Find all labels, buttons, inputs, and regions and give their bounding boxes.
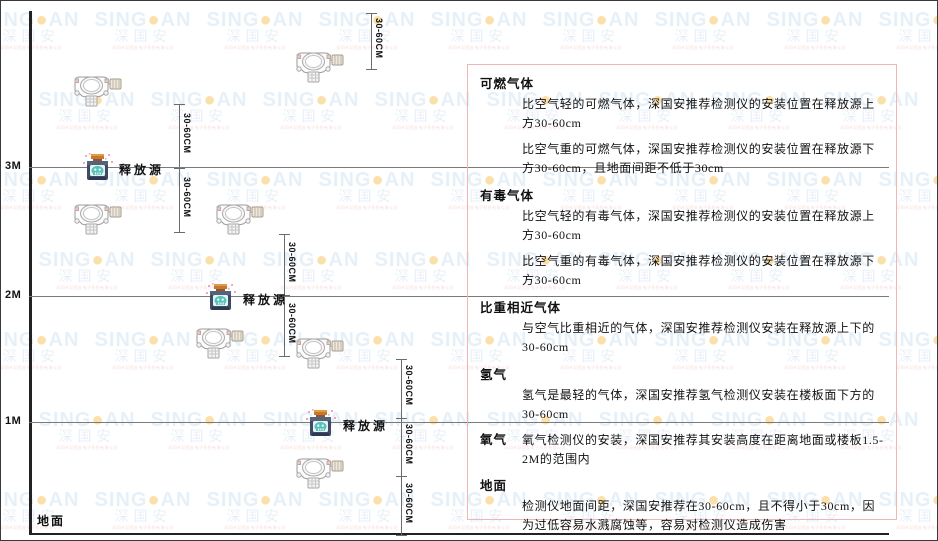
height-axis: [29, 11, 32, 535]
dimension-text: 30-60CM: [287, 241, 297, 283]
panel-section: 有毒气体比空气轻的有毒气体，深国安推荐检测仪的安装位置在释放源上方30-60cm…: [480, 185, 886, 290]
panel-section: 可燃气体比空气轻的可燃气体，深国安推荐检测仪的安装位置在释放源上方30-60cm…: [480, 73, 886, 178]
height-reference-line: [29, 296, 889, 297]
panel-section: 氢气 氢气是最轻的气体，深国安推荐氢气检测仪安装在楼板面下方的30-60cm: [480, 364, 886, 424]
panel-section: 氧气 氧气检测仪的安装，深国安推荐其安装高度在距离地面或楼板1.5-2M的范围内: [480, 431, 886, 469]
dimension-text: 30-60CM: [404, 365, 414, 406]
height-mark-label: 3M: [5, 160, 22, 172]
panel-paragraph: 检测仪地面间距，深国安推荐在30-60cm，且不得小于30cm，因为过低容易水溅…: [522, 499, 876, 532]
dimension-text: 30-60CM: [374, 18, 384, 59]
panel-paragraph: 比空气轻的可燃气体，深国安推荐检测仪的安装位置在释放源上方30-60cm: [522, 97, 875, 130]
ground-baseline: [29, 533, 889, 535]
panel-paragraph: 氧气检测仪的安装，深国安推荐其安装高度在距离地面或楼板1.5-2M的范围内: [522, 433, 884, 466]
release-source-icon: [81, 151, 115, 183]
panel-paragraph: 与空气比重相近的气体，深国安推荐检测仪安装在释放源上下的30-60cm: [522, 321, 875, 354]
panel-section-title: 比重相近气体: [480, 301, 562, 315]
panel-section-title: 有毒气体: [480, 189, 535, 203]
gas-detector-icon: [211, 197, 267, 237]
dimension-text: 30-60CM: [404, 424, 414, 465]
panel-section-title: 地面: [480, 479, 508, 493]
panel-section-title: 氧气: [480, 433, 508, 447]
gas-detector-icon: [291, 331, 347, 371]
dimension-text: 30-60CM: [404, 482, 414, 524]
gas-detector-icon: [291, 45, 347, 85]
panel-section-title: 氢气: [480, 368, 508, 382]
panel-paragraph: 氢气是最轻的气体，深国安推荐氢气检测仪安装在楼板面下方的30-60cm: [522, 388, 875, 421]
gas-detector-icon: [191, 321, 247, 361]
height-mark-label: 2M: [5, 289, 22, 301]
height-reference-line: [29, 167, 889, 168]
release-source-icon: [304, 407, 338, 439]
ground-label: 地面: [37, 514, 66, 528]
dimension-text: 30-60CM: [287, 302, 297, 344]
gas-detector-icon: [291, 451, 347, 491]
panel-paragraph: 比空气重的可燃气体，深国安推荐检测仪的安装位置在释放源下方30-60cm，且地面…: [522, 142, 875, 175]
height-mark-label: 1M: [5, 415, 22, 427]
dimension-text: 30-60CM: [182, 177, 192, 218]
panel-section: 比重相近气体与空气比重相近的气体，深国安推荐检测仪安装在释放源上下的30-60c…: [480, 297, 886, 357]
panel-section: 地面 检测仪地面间距，深国安推荐在30-60cm，且不得小于30cm，因为过低容易…: [480, 475, 886, 535]
release-source-icon: [204, 281, 238, 313]
release-source-label: 释放源: [119, 163, 165, 177]
guidance-panel: 可燃气体比空气轻的可燃气体，深国安推荐检测仪的安装位置在释放源上方30-60cm…: [467, 64, 897, 532]
gas-detector-icon: [69, 197, 125, 237]
panel-paragraph: 比空气重的有毒气体，深国安推荐检测仪的安装位置在释放源下方30-60cm: [522, 254, 875, 287]
release-source-label: 释放源: [243, 293, 289, 307]
height-reference-line: [29, 422, 889, 423]
gas-detector-icon: [69, 69, 125, 109]
release-source-label: 释放源: [343, 419, 389, 433]
panel-section-title: 可燃气体: [480, 77, 535, 91]
panel-paragraph: 比空气轻的有毒气体，深国安推荐检测仪的安装位置在释放源上方30-60cm: [522, 209, 875, 242]
dimension-text: 30-60CM: [182, 113, 192, 154]
